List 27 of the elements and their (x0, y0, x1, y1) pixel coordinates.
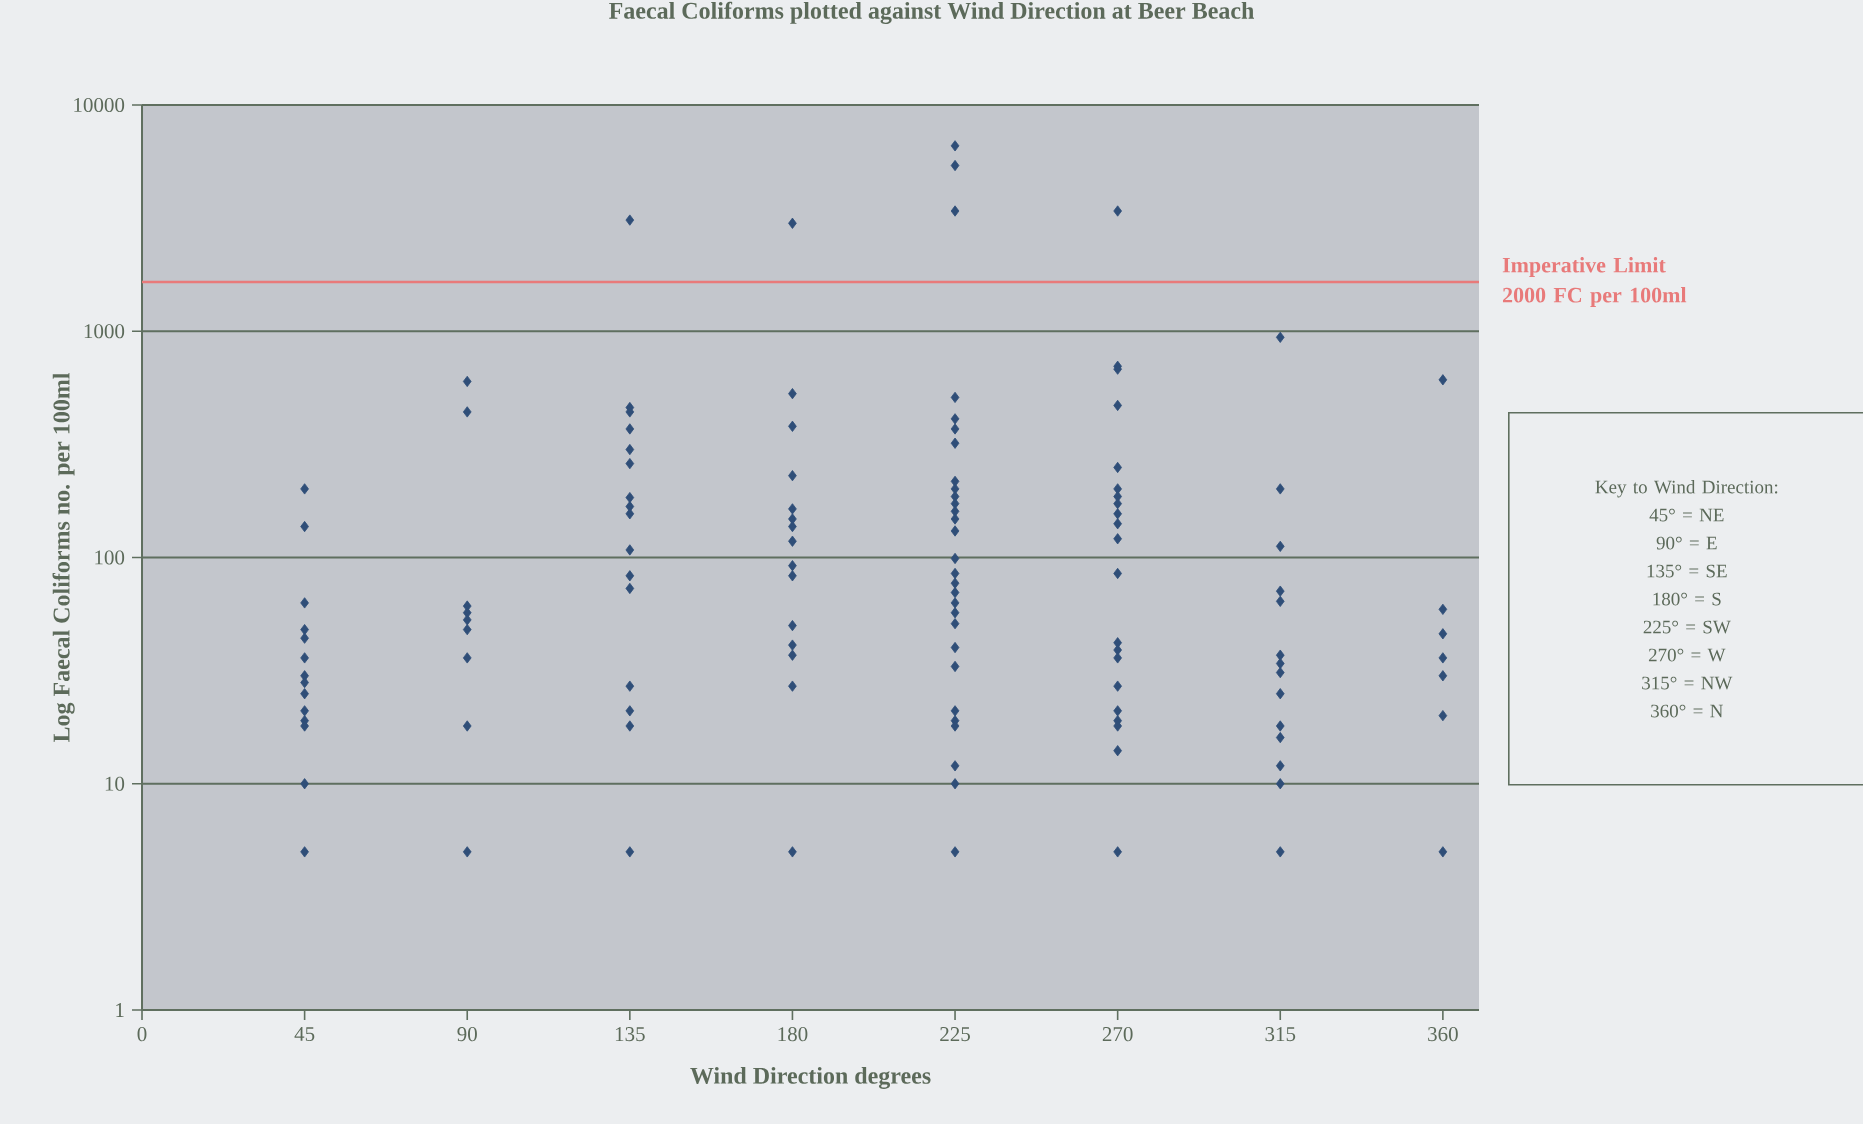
y-tick-label: 10000 (74, 97, 125, 113)
text: Key to Wind Direction: (1595, 480, 1778, 498)
text: 360° = N (1651, 704, 1723, 718)
chart-title: Faecal Coliforms plotted against Wind Direction at Beer Beach (609, 1, 1255, 24)
y-tick-label: 100 (95, 550, 125, 565)
x-axis-title: Wind Direction degrees (690, 1066, 931, 1089)
text: 270° = W (1648, 648, 1726, 662)
x-tick-label: 90 (457, 1027, 477, 1042)
text: 135° = SE (1647, 564, 1727, 578)
y-tick-label: 1000 (84, 324, 125, 339)
text: 315° = NW (1642, 676, 1733, 690)
x-tick-label: 270 (1102, 1027, 1133, 1042)
text: 180° = S (1653, 592, 1721, 606)
x-tick-label: 315 (1265, 1027, 1296, 1042)
x-tick-label: 45 (294, 1027, 315, 1042)
text: 225° = SW (1643, 620, 1731, 634)
y-tick-label: 1 (116, 1003, 124, 1017)
y-axis-title: Log Faecal Coliforms no. per 100ml (52, 372, 75, 743)
x-tick-label: 180 (778, 1027, 808, 1042)
text: 90° = E (1656, 536, 1717, 550)
x-tick-label: 360 (1428, 1027, 1458, 1042)
ref-line-label: Imperative Limit 2000 FC per 100ml (1502, 257, 1687, 308)
y-tick-label: 10 (105, 776, 125, 791)
x-tick-label: 0 (137, 1027, 147, 1042)
text: 45° = NE (1649, 508, 1724, 522)
x-tick-label: 135 (615, 1027, 645, 1042)
x-tick-label: 225 (940, 1027, 970, 1042)
